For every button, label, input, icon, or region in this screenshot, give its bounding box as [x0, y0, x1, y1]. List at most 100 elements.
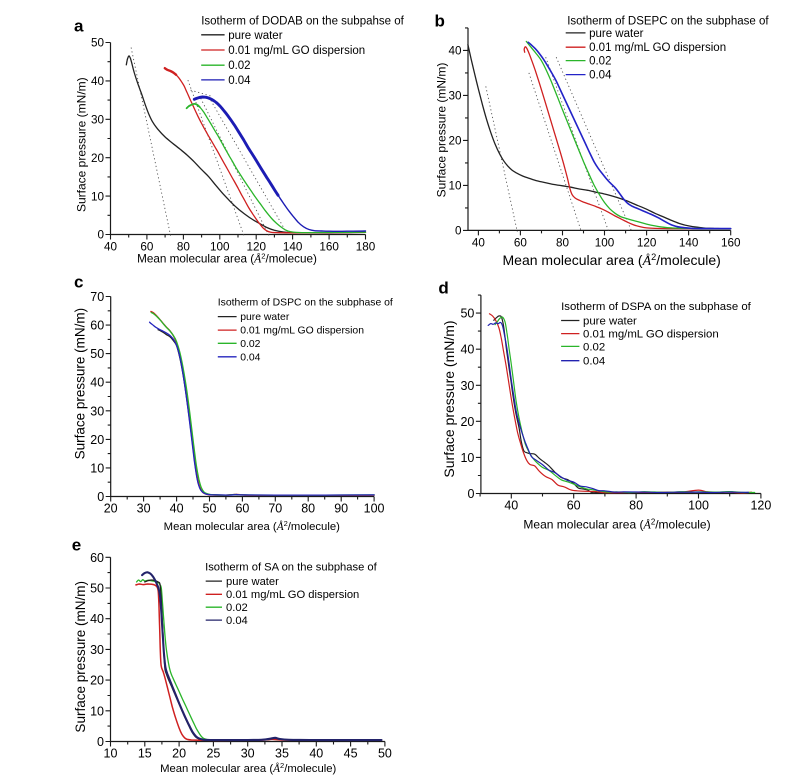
svg-text:120: 120 — [750, 499, 771, 513]
svg-text:0: 0 — [97, 490, 104, 504]
svg-text:0.04: 0.04 — [226, 615, 248, 627]
svg-text:10: 10 — [448, 180, 462, 193]
svg-text:90: 90 — [334, 502, 348, 516]
svg-text:pure water: pure water — [226, 576, 279, 588]
svg-text:45: 45 — [344, 747, 358, 761]
svg-text:Mean molecular area (Å2/molecu: Mean molecular area (Å2/molecule) — [160, 761, 336, 776]
svg-text:20: 20 — [91, 152, 105, 165]
svg-text:0.01 mg/mL GO dispersion: 0.01 mg/mL GO dispersion — [226, 589, 359, 601]
svg-text:60: 60 — [140, 241, 154, 254]
svg-text:140: 140 — [679, 236, 699, 249]
svg-text:Mean molecular area (Å2/molecu: Mean molecular area (Å2/molecule) — [164, 519, 340, 534]
svg-text:0.01 mg/mL GO dispersion: 0.01 mg/mL GO dispersion — [240, 326, 364, 337]
svg-text:e: e — [72, 535, 81, 554]
svg-text:40: 40 — [170, 502, 184, 516]
svg-text:60: 60 — [235, 502, 249, 516]
svg-text:Mean molecular area (Å2/molecu: Mean molecular area (Å2/molecule) — [503, 252, 721, 269]
svg-text:30: 30 — [90, 643, 104, 657]
svg-text:40: 40 — [448, 45, 462, 58]
svg-text:30: 30 — [448, 90, 462, 103]
svg-text:70: 70 — [268, 502, 282, 516]
svg-text:80: 80 — [177, 241, 191, 254]
svg-text:0.02: 0.02 — [228, 60, 250, 72]
svg-text:120: 120 — [246, 241, 266, 254]
svg-text:10: 10 — [90, 704, 104, 718]
svg-text:Isotherm of DODAB on the subpa: Isotherm of DODAB on the subpahse of — [201, 16, 404, 28]
svg-text:50: 50 — [90, 582, 104, 596]
svg-text:50: 50 — [203, 502, 217, 516]
svg-text:Isotherm of DSPC on the subpha: Isotherm of DSPC on the subphase of — [218, 298, 393, 309]
svg-text:0.02: 0.02 — [240, 339, 260, 350]
svg-text:60: 60 — [90, 319, 104, 333]
svg-text:100: 100 — [595, 236, 615, 249]
svg-text:70: 70 — [90, 290, 104, 304]
svg-text:pure water: pure water — [228, 30, 283, 42]
svg-text:40: 40 — [472, 236, 486, 249]
svg-text:Isotherm of DSPA on the subpha: Isotherm of DSPA on the subphase of — [561, 301, 752, 313]
svg-text:Surface pressure (mN/m): Surface pressure (mN/m) — [441, 320, 457, 477]
svg-text:20: 20 — [104, 502, 118, 516]
svg-text:40: 40 — [504, 499, 518, 513]
svg-text:35: 35 — [275, 747, 289, 761]
svg-text:0.02: 0.02 — [583, 341, 605, 353]
svg-text:Surface pressure (mN/m): Surface pressure (mN/m) — [74, 77, 88, 212]
svg-text:0.01 mg/mL GO dispersion: 0.01 mg/mL GO dispersion — [228, 45, 365, 57]
svg-text:pure water: pure water — [589, 28, 644, 40]
svg-text:60: 60 — [90, 551, 104, 565]
svg-text:0.04: 0.04 — [589, 70, 612, 82]
svg-text:10: 10 — [460, 451, 474, 465]
svg-text:120: 120 — [637, 236, 657, 249]
svg-text:10: 10 — [91, 190, 105, 203]
svg-text:25: 25 — [206, 747, 220, 761]
svg-text:a: a — [74, 17, 84, 36]
svg-text:Surface pressure (mN/m): Surface pressure (mN/m) — [73, 581, 88, 733]
svg-text:10: 10 — [90, 461, 104, 475]
svg-text:0: 0 — [97, 229, 104, 242]
svg-text:50: 50 — [90, 347, 104, 361]
svg-text:40: 40 — [309, 747, 323, 761]
svg-text:0.02: 0.02 — [226, 602, 248, 614]
svg-text:20: 20 — [90, 433, 104, 447]
svg-text:0.04: 0.04 — [228, 75, 251, 87]
svg-text:20: 20 — [90, 674, 104, 688]
svg-text:b: b — [435, 12, 445, 31]
svg-text:40: 40 — [104, 241, 118, 254]
svg-text:140: 140 — [283, 241, 303, 254]
svg-text:40: 40 — [91, 75, 105, 88]
svg-text:0.04: 0.04 — [240, 352, 260, 363]
svg-text:80: 80 — [556, 236, 570, 249]
svg-text:0.04: 0.04 — [583, 356, 605, 368]
svg-text:0.01 mg/mL GO dispersion: 0.01 mg/mL GO dispersion — [589, 42, 726, 54]
svg-text:20: 20 — [172, 747, 186, 761]
svg-text:160: 160 — [721, 236, 741, 249]
svg-text:20: 20 — [460, 415, 474, 429]
svg-text:pure water: pure water — [240, 312, 290, 323]
svg-text:c: c — [74, 273, 83, 292]
svg-text:80: 80 — [629, 499, 643, 513]
svg-text:10: 10 — [104, 747, 118, 761]
svg-text:Isotherm of DSEPC on the subph: Isotherm of DSEPC on the subphase of — [567, 16, 769, 28]
svg-text:100: 100 — [364, 502, 385, 516]
svg-text:100: 100 — [688, 499, 709, 513]
svg-text:60: 60 — [567, 499, 581, 513]
svg-text:100: 100 — [210, 241, 230, 254]
svg-text:50: 50 — [378, 747, 392, 761]
svg-text:50: 50 — [91, 37, 105, 50]
svg-text:60: 60 — [514, 236, 528, 249]
svg-text:d: d — [438, 278, 448, 297]
svg-text:180: 180 — [356, 241, 376, 254]
svg-text:40: 40 — [460, 343, 474, 357]
svg-text:30: 30 — [91, 114, 105, 127]
svg-text:pure water: pure water — [583, 316, 637, 328]
svg-text:20: 20 — [448, 135, 462, 148]
svg-text:40: 40 — [90, 376, 104, 390]
svg-text:0: 0 — [97, 735, 104, 749]
svg-text:0: 0 — [455, 225, 462, 238]
svg-text:160: 160 — [319, 241, 339, 254]
svg-text:30: 30 — [460, 379, 474, 393]
svg-text:Surface pressure (mN/m): Surface pressure (mN/m) — [434, 63, 448, 198]
svg-text:Surface pressure (mN/m): Surface pressure (mN/m) — [73, 308, 88, 460]
svg-text:0.02: 0.02 — [589, 56, 611, 68]
svg-text:50: 50 — [460, 307, 474, 321]
svg-text:Isotherm of SA on the subphase: Isotherm of SA on the subphase of — [205, 561, 378, 573]
